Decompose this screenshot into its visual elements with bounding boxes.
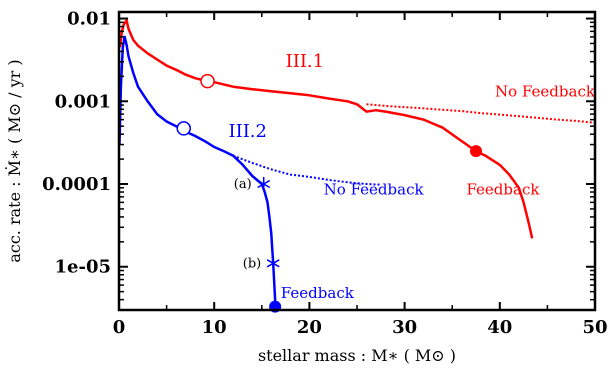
y-tick-label: 1e-05 (55, 257, 112, 278)
x-axis-label: stellar mass : M∗ ( M⊙ ) (258, 346, 456, 365)
marker-open-circle-2 (176, 121, 191, 136)
x-tick-label: 20 (297, 317, 322, 338)
series-iii-2-feedback-line (118, 35, 277, 307)
annotations-layer: III.1 No Feedback Feedback III.2 No Feedback… (228, 51, 595, 302)
y-axis-label: acc. rate : Ṁ∗ ( M⊙ / yr ) (4, 59, 24, 262)
series-iii-1-feedback-line (118, 19, 534, 239)
curves-layer (118, 19, 596, 307)
annotation-no-feedback-4: No Feedback (324, 180, 425, 198)
annotation-no-feedback-1: No Feedback (495, 82, 596, 100)
x-tick-label: 30 (392, 317, 417, 338)
x-tick-label: 50 (582, 317, 607, 338)
marker-open-circle-0 (200, 73, 215, 89)
annotation-iii-1-0: III.1 (286, 51, 325, 72)
y-tick-label: 0.01 (67, 9, 111, 30)
marker-label-3: (a) (234, 177, 252, 192)
plot-frame (117, 10, 597, 312)
y-tick-label: 0.001 (55, 91, 111, 112)
marker-label-4: (b) (243, 256, 261, 271)
x-tick-label: 0 (113, 317, 126, 338)
markers-layer: (a) (b) (176, 73, 482, 313)
annotation-feedback-5: Feedback (281, 284, 355, 302)
marker-filled-circle-1 (470, 145, 482, 158)
annotation-iii-2-3: III.2 (228, 121, 267, 142)
x-tick-label: 10 (202, 317, 227, 338)
y-tick-label: 0.0001 (42, 174, 111, 195)
x-tick-label: 40 (487, 317, 512, 338)
ticks-layer: 0 10 20 30 40 50 1e-05 0.0001 0.001 0.01 (42, 9, 607, 338)
marker-asterisk-4 (266, 256, 280, 271)
marker-asterisk-3 (257, 177, 271, 192)
annotation-feedback-2: Feedback (466, 180, 540, 198)
